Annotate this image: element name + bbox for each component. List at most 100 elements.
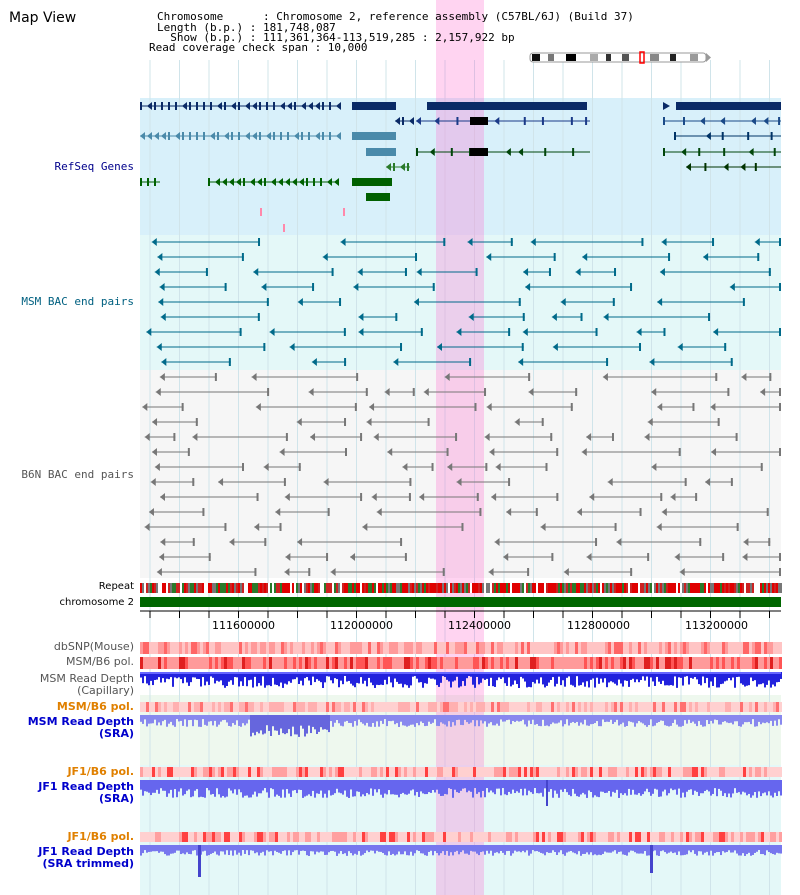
depth-bar (564, 780, 566, 789)
pol-cell (596, 657, 599, 669)
depth-bar (212, 715, 214, 726)
depth-bar (680, 780, 682, 798)
ruler-tick-label: 111600000 (212, 619, 275, 632)
gene-exon (203, 132, 205, 140)
depth-bar (486, 780, 488, 789)
track-label-msm-depth-sra[interactable]: MSM Read Depth (27, 715, 134, 728)
pol-cell (263, 767, 266, 777)
repeat-segment (522, 583, 524, 593)
depth-bar (520, 845, 522, 853)
track-label-refseq[interactable]: RefSeq Genes (54, 160, 134, 173)
gene-exon (273, 132, 275, 140)
repeat-segment (142, 583, 144, 593)
bac-end (553, 253, 556, 261)
depth-bar (498, 780, 500, 789)
repeat-segment (540, 583, 542, 593)
pol-cell (215, 832, 218, 842)
depth-bar (434, 715, 436, 720)
track-label-msm-bac[interactable]: MSM BAC end pairs (21, 295, 134, 308)
pol-cell (713, 832, 716, 842)
depth-bar (150, 715, 152, 724)
pol-cell (452, 832, 455, 842)
depth-bar (624, 780, 626, 794)
depth-bar (382, 715, 384, 724)
depth-bar (186, 845, 188, 853)
depth-bar (528, 672, 530, 687)
pol-cell (338, 767, 341, 777)
track-label-jf1-depth-sra[interactable]: JF1 Read Depth (38, 780, 134, 793)
depth-bar (166, 672, 168, 679)
pol-cell (209, 702, 212, 712)
track-label-jf1-b6-pol-2[interactable]: JF1/B6 pol. (67, 830, 134, 843)
pol-cell (509, 702, 512, 712)
depth-bar (714, 715, 716, 720)
depth-bar (248, 845, 250, 856)
pol-cell (713, 767, 716, 777)
pol-cell (350, 657, 353, 669)
pol-cell (446, 767, 449, 777)
depth-bar (368, 672, 370, 678)
depth-bar (228, 780, 230, 789)
depth-bar (152, 780, 154, 793)
pol-cell (491, 832, 494, 842)
depth-bar (310, 845, 312, 852)
repeat-segment (604, 583, 606, 593)
repeat-segment (554, 583, 556, 593)
track-label-b6n-bac[interactable]: B6N BAC end pairs (21, 468, 134, 481)
pol-cell (620, 832, 623, 842)
depth-bar (296, 672, 298, 678)
depth-bar (398, 715, 400, 727)
depth-bar (698, 845, 700, 852)
depth-bar (776, 780, 778, 796)
gene-exon (224, 102, 226, 110)
depth-bar (450, 845, 452, 853)
depth-bar (324, 672, 326, 683)
bac-end (456, 478, 462, 486)
depth-bar (468, 672, 470, 677)
depth-bar (348, 845, 350, 852)
track-label-msm-b6-pol-1[interactable]: MSM/B6 pol. (66, 655, 134, 668)
pol-cell (584, 702, 587, 712)
depth-bar (164, 845, 166, 855)
depth-bar (716, 845, 718, 853)
repeat-segment (240, 583, 242, 593)
pol-cell (521, 767, 524, 777)
depth-bar (266, 780, 268, 793)
depth-bar (734, 845, 736, 851)
pol-cell (620, 702, 623, 712)
pol-cell (278, 642, 281, 654)
pol-cell (143, 657, 146, 669)
depth-bar (588, 672, 590, 688)
pol-cell (374, 832, 377, 842)
depth-bar (672, 715, 674, 724)
depth-bar (298, 780, 300, 790)
pol-cell (146, 767, 149, 777)
track-label-dbsnp[interactable]: dbSNP(Mouse) (53, 640, 134, 653)
track-label-jf1-depth-trimmed[interactable]: JF1 Read Depth (38, 845, 134, 858)
repeat-segment (536, 583, 538, 593)
depth-bar (586, 672, 588, 682)
pol-cell (542, 642, 545, 654)
track-label-msm-b6-pol-2[interactable]: MSM/B6 pol. (56, 700, 134, 713)
pol-cell (452, 657, 455, 669)
depth-bar (686, 715, 688, 724)
depth-bar (334, 672, 336, 679)
depth-bar (606, 845, 608, 853)
repeat-segment (452, 583, 454, 593)
pol-cell (740, 642, 743, 654)
depth-bar (686, 672, 688, 677)
pol-cell (569, 767, 572, 777)
depth-bar (770, 672, 772, 688)
depth-bar (352, 845, 354, 856)
track-label-msm-depth-capillary[interactable]: MSM Read Depth (39, 672, 134, 685)
depth-bar (290, 845, 292, 856)
pol-cell (425, 832, 428, 842)
depth-bar (668, 845, 670, 853)
depth-bar (652, 780, 654, 794)
track-label-jf1-b6-pol-1[interactable]: JF1/B6 pol. (67, 765, 134, 778)
depth-bar (668, 672, 670, 686)
depth-bar (602, 672, 604, 683)
depth-bar (458, 715, 460, 720)
depth-bar (768, 845, 770, 852)
pol-cell (659, 642, 662, 654)
